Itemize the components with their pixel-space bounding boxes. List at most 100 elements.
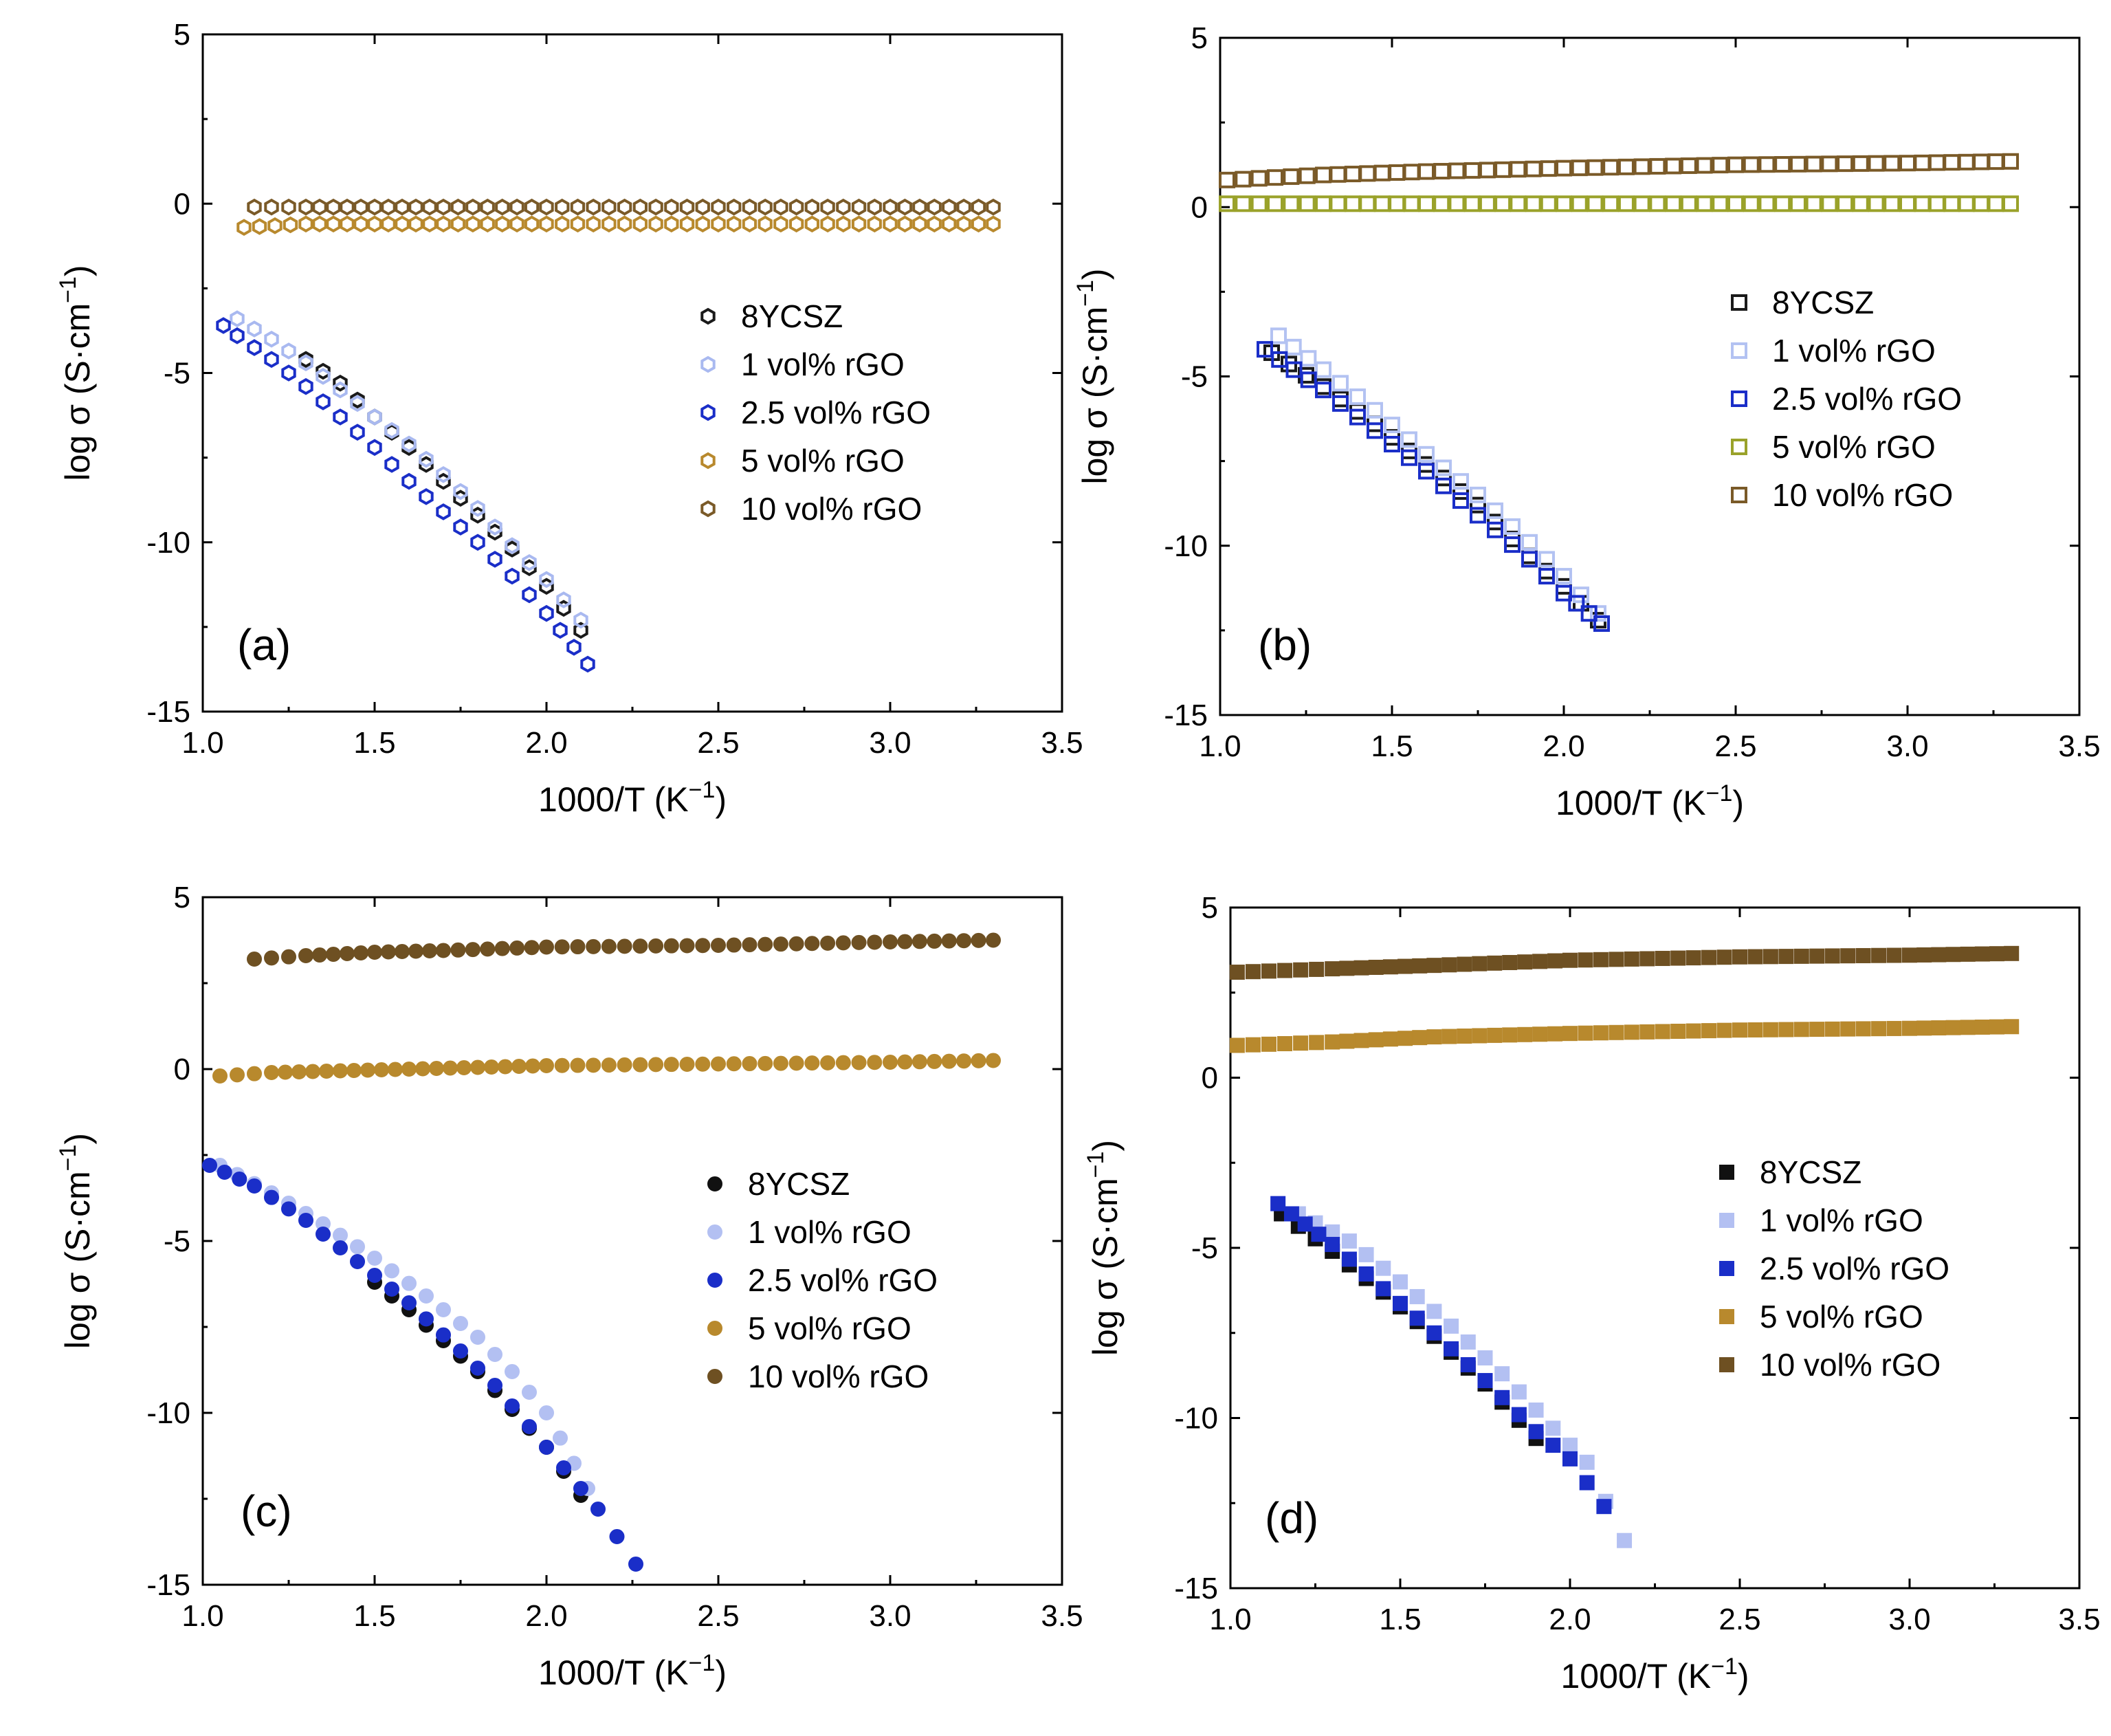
data-point — [1556, 160, 1572, 177]
data-point — [804, 1055, 820, 1071]
data-point — [1743, 195, 1760, 212]
data-point — [1261, 963, 1276, 979]
data-point — [1315, 195, 1331, 212]
data-point — [408, 943, 423, 959]
data-point — [1311, 1227, 1327, 1242]
data-point — [465, 198, 480, 216]
data-point — [648, 938, 664, 954]
data-point — [789, 198, 804, 216]
data-point — [1384, 436, 1400, 452]
data-point — [1460, 1356, 1476, 1372]
data-point — [312, 947, 327, 963]
data-point — [1747, 1022, 1763, 1037]
data-point — [367, 439, 382, 457]
data-point — [247, 1066, 262, 1081]
data-point — [1309, 961, 1325, 977]
data-point — [867, 934, 883, 950]
data-point — [381, 215, 396, 233]
data-point — [912, 215, 927, 233]
series-1-vol-rgo — [230, 310, 588, 629]
data-point — [326, 198, 341, 216]
legend-marker — [707, 1176, 722, 1191]
plot-frame — [201, 896, 1063, 1586]
legend-marker — [700, 452, 716, 470]
data-point — [1373, 164, 1391, 182]
y-tick-label: 0 — [1202, 1062, 1218, 1095]
data-point — [804, 936, 820, 952]
data-point — [1914, 154, 1931, 171]
data-point — [1633, 195, 1650, 212]
data-point — [1433, 195, 1450, 212]
data-point — [1353, 1033, 1369, 1048]
data-point — [522, 586, 537, 604]
data-point — [264, 1189, 279, 1205]
data-point — [264, 1065, 279, 1080]
panel-label: (c) — [241, 1486, 292, 1536]
data-point — [609, 1529, 625, 1544]
data-point — [695, 1056, 711, 1072]
legend: 8YCSZ 1 vol% rGO 2.5 vol% rGO 5 vol% rGO 10 … — [707, 1166, 938, 1394]
data-point — [298, 948, 313, 963]
data-point — [1359, 195, 1376, 212]
data-point — [711, 938, 726, 953]
data-point — [2004, 1019, 2020, 1035]
data-point — [316, 1227, 331, 1242]
data-point — [956, 215, 971, 233]
x-axis-title: 1000/T (K−1) — [1560, 1653, 1749, 1695]
data-point — [1452, 473, 1469, 490]
data-point — [1463, 195, 1481, 212]
x-tick-label: 1.0 — [1199, 729, 1241, 763]
y-axis-title: log σ (S·cm−1) — [1083, 1140, 1125, 1356]
data-point — [312, 198, 327, 216]
data-point — [1494, 161, 1512, 178]
data-point — [1727, 195, 1744, 212]
data-point — [941, 1053, 957, 1069]
data-point — [956, 933, 972, 949]
data-point — [758, 215, 773, 233]
legend: 8YCSZ 1 vol% rGO 2.5 vol% rGO 5 vol% rGO 10 … — [700, 298, 931, 527]
data-point — [927, 198, 942, 216]
data-point — [927, 1053, 942, 1069]
data-point — [804, 215, 819, 233]
data-point — [202, 1158, 217, 1173]
data-point — [1701, 949, 1717, 965]
data-point — [711, 198, 726, 216]
data-point — [353, 215, 368, 233]
legend-marker — [1719, 1357, 1734, 1372]
panel-b: 1.0 1.5 2.0 2.5 3.0 3.5 5 0 -5 -10 -15 1000/T (K−1)… — [1072, 21, 2101, 822]
data-point — [586, 1057, 601, 1073]
series-2-5-vol-rgo — [1270, 1196, 1612, 1515]
data-point — [494, 941, 510, 956]
data-point — [465, 215, 480, 233]
legend-marker — [1719, 1309, 1734, 1324]
data-point — [1639, 1024, 1655, 1040]
data-point — [1943, 154, 1960, 171]
data-point — [1267, 169, 1283, 186]
data-point — [367, 408, 382, 426]
y-tick-label: 5 — [174, 881, 190, 914]
y-tick-label: -5 — [1191, 1231, 1218, 1265]
data-point — [450, 942, 466, 958]
legend-marker — [1731, 487, 1747, 503]
data-point — [381, 198, 396, 216]
x-tick-label: 3.5 — [2058, 1603, 2100, 1636]
data-point — [1339, 1033, 1355, 1049]
data-point — [663, 1057, 679, 1073]
data-point — [1528, 1424, 1544, 1440]
series-2-5-vol-rgo — [216, 317, 595, 673]
data-point — [836, 198, 851, 216]
data-point — [333, 381, 348, 399]
series-1-vol-rgo — [1290, 1206, 1633, 1548]
data-point — [1511, 1384, 1527, 1400]
y-tick-label: 0 — [1191, 190, 1208, 224]
data-point — [1403, 164, 1420, 181]
x-tick-label: 1.0 — [1209, 1603, 1251, 1636]
data-point — [911, 1054, 927, 1070]
data-point — [436, 465, 451, 483]
data-point — [883, 198, 898, 216]
data-point — [326, 215, 341, 233]
data-point — [281, 949, 296, 965]
data-point — [632, 938, 648, 954]
data-point — [1989, 1019, 2005, 1035]
data-point — [1670, 950, 1686, 966]
